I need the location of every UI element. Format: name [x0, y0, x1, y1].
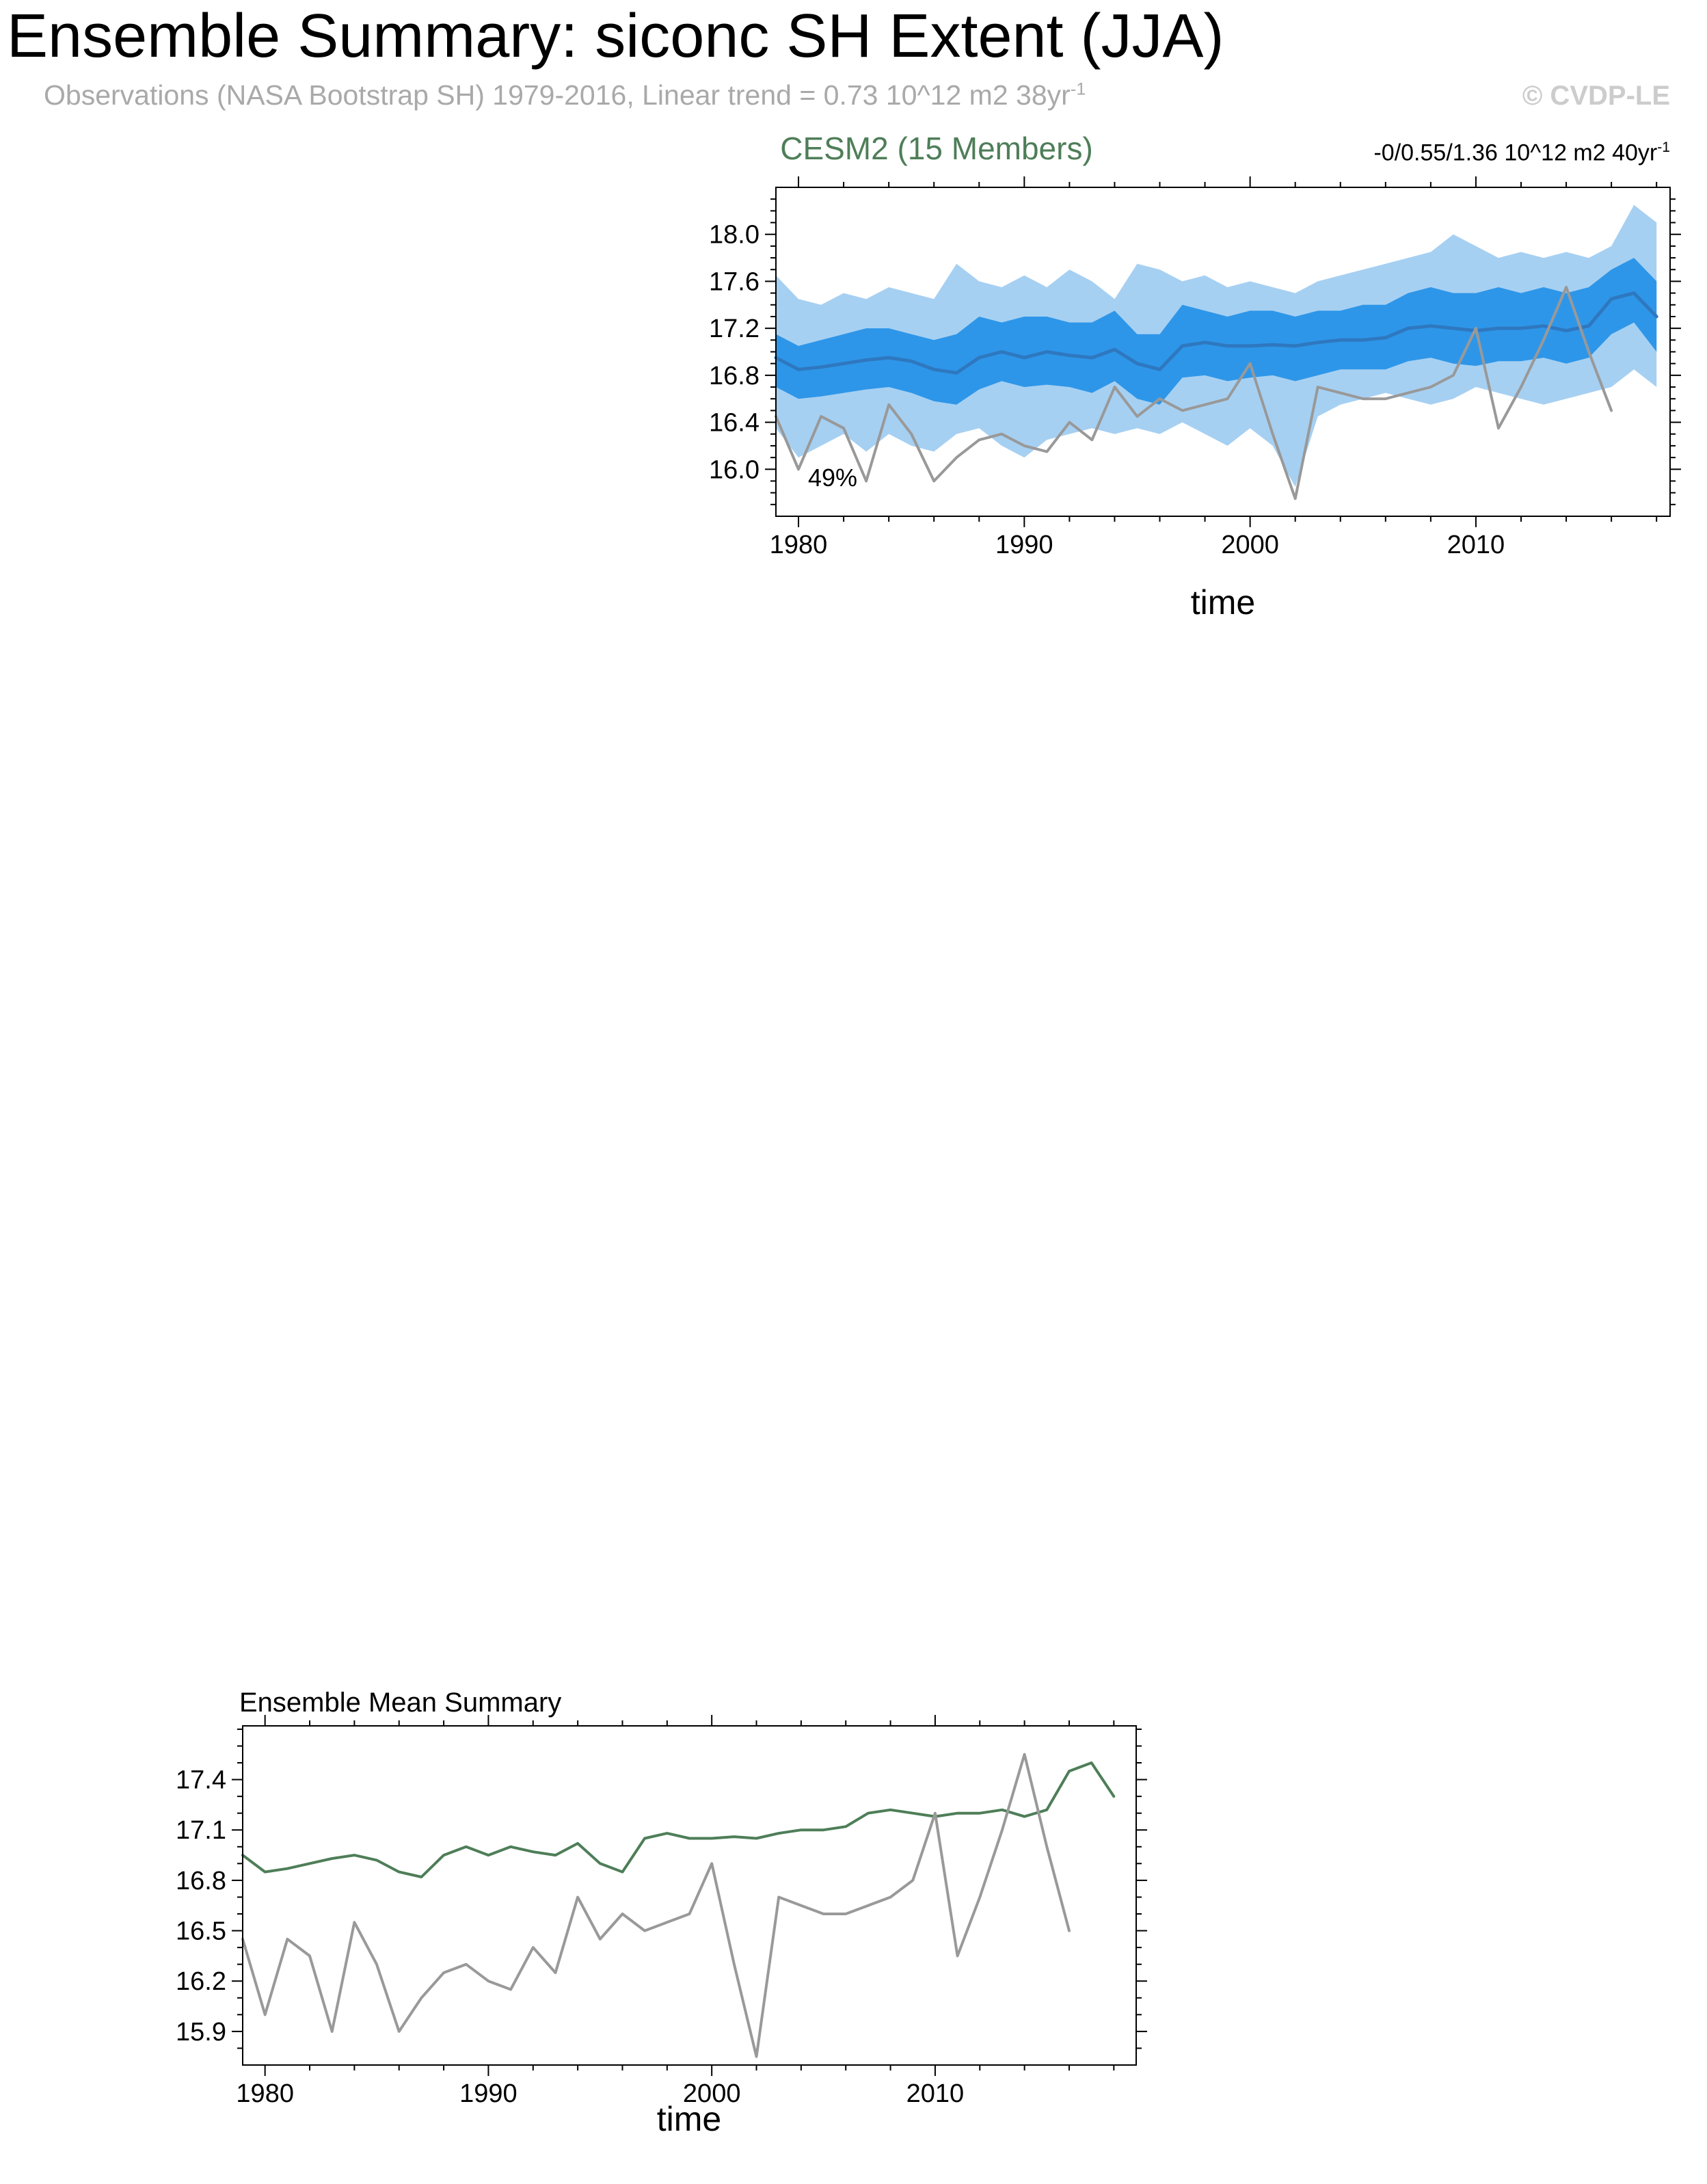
- ensemble-spread-plot-area: 1980 1990 2000 2010 16.0 16.4 16.8 17.2 17.6 18.0: [709, 176, 1681, 559]
- ensemble-trend-superscript: -1: [1657, 139, 1670, 155]
- y-tick-label: 17.4: [176, 1766, 226, 1795]
- percent-annotation: 49%: [808, 464, 858, 492]
- ensemble-mean-summary-plot-area: 1980 1990 2000 2010 15.9 16.2 16.5 16.8 17.1 17.4: [176, 1715, 1147, 2108]
- y-tick-label: 17.2: [709, 315, 760, 343]
- ensemble-trend-label: -0/0.55/1.36 10^12 m2 40yr-1: [1373, 139, 1670, 166]
- y-tick-label: 16.8: [176, 1867, 226, 1895]
- x-tick-label: 2000: [683, 2079, 741, 2108]
- x-tick-label: 1980: [236, 2079, 294, 2108]
- x-tick-label: 1980: [770, 531, 828, 559]
- y-tick-label: 16.4: [709, 409, 760, 438]
- cvdp-le-watermark: © CVDP-LE: [1522, 81, 1670, 111]
- bottom-chart-title: Ensemble Mean Summary: [239, 1688, 562, 1718]
- observations-subtitle: Observations (NASA Bootstrap SH) 1979-20…: [44, 79, 1086, 111]
- observations-subtitle-superscript: -1: [1070, 79, 1086, 99]
- top-chart-x-axis-title: time: [1190, 583, 1256, 622]
- y-tick-label: 16.8: [709, 362, 760, 390]
- ensemble-mean-summary-chart: 1980 1990 2000 2010 15.9 16.2 16.5 16.8 17.1 17.4: [176, 1715, 1147, 2108]
- ensemble-inner-spread-band: [776, 258, 1657, 405]
- y-tick-label: 16.0: [709, 455, 760, 484]
- observations-line: [775, 286, 1613, 501]
- x-tick-label: 2010: [1447, 531, 1505, 559]
- y-tick-label: 17.6: [709, 267, 760, 296]
- ensemble-mean-line: [774, 291, 1658, 375]
- y-tick-label: 16.2: [176, 1967, 226, 1996]
- ensemble-spread-chart: 1980 1990 2000 2010 16.0 16.4 16.8 17.2 17.6 18.0: [709, 176, 1681, 559]
- ensemble-mean-summary-frame: [242, 1725, 1137, 2066]
- observations-subtitle-text: Observations (NASA Bootstrap SH) 1979-20…: [44, 79, 1071, 111]
- page-title: Ensemble Summary: siconc SH Extent (JJA): [7, 2, 1224, 70]
- y-tick-label: 17.1: [176, 1816, 226, 1845]
- bottom-chart-x-axis-title: time: [656, 2100, 722, 2138]
- x-tick-label: 1990: [995, 531, 1053, 559]
- y-tick-label: 18.0: [709, 221, 760, 250]
- y-tick-label: 15.9: [176, 2018, 226, 2047]
- observations-line: [241, 1753, 1071, 2058]
- y-tick-label: 16.5: [176, 1917, 226, 1946]
- x-tick-label: 2010: [906, 2079, 965, 2108]
- x-tick-label: 1990: [459, 2079, 518, 2108]
- model-label: CESM2 (15 Members): [780, 131, 1093, 166]
- x-tick-label: 2000: [1221, 531, 1279, 559]
- ensemble-mean-line: [241, 1761, 1116, 1878]
- ensemble-trend-text: -0/0.55/1.36 10^12 m2 40yr: [1373, 139, 1658, 166]
